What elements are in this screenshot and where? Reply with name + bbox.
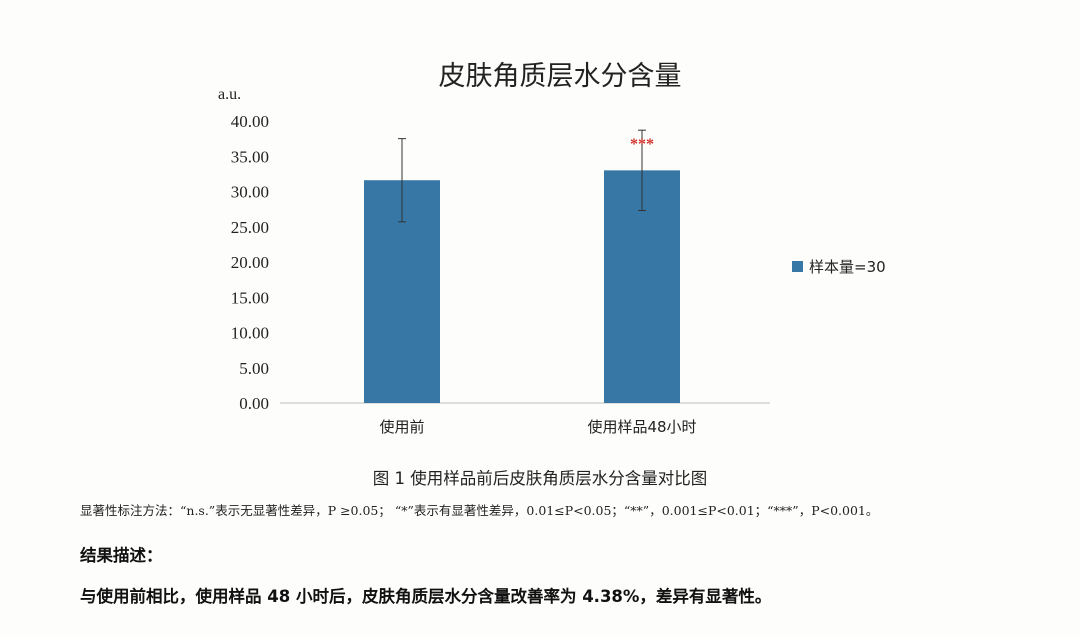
category-labels: 使用前 使用样品48小时 (379, 418, 696, 436)
y-tick-label: 15.00 (231, 288, 269, 307)
chart-title: 皮肤角质层水分含量 (439, 61, 682, 92)
y-tick-label: 30.00 (231, 183, 269, 202)
result-text: 与使用前相比，使用样品 48 小时后，皮肤角质层水分含量改善率为 4.38%，差… (80, 587, 772, 606)
error-bar (638, 129, 646, 212)
bar-chart: 皮肤角质层水分含量 a.u. 0.00 5.00 10.00 15.00 20.00 25… (218, 61, 886, 436)
legend-entry: 样本量=30 (809, 258, 886, 276)
y-axis-unit-label: a.u. (218, 86, 241, 103)
error-bars-group (398, 129, 646, 223)
y-tick-label: 20.00 (231, 253, 269, 272)
y-tick-label: 35.00 (231, 147, 269, 166)
significance-label: *** (630, 136, 654, 153)
legend-swatch (792, 261, 803, 272)
result-heading: 结果描述： (80, 546, 163, 565)
error-bar (398, 138, 406, 223)
figure-caption: 图 1 使用样品前后皮肤角质层水分含量对比图 (372, 469, 708, 488)
significance-note: 显著性标注方法：“n.s.”表示无显著性差异，P ≥0.05； “*”表示有显著… (80, 503, 879, 518)
y-tick-label: 10.00 (231, 324, 269, 343)
bars-group (364, 170, 680, 403)
significance-labels: *** (630, 136, 654, 153)
y-tick-label: 40.00 (231, 112, 269, 131)
y-tick-label: 25.00 (231, 218, 269, 237)
legend: 样本量=30 (792, 258, 886, 276)
y-tick-label: 0.00 (239, 394, 269, 413)
category-label: 使用前 (379, 418, 424, 436)
y-tick-label: 5.00 (239, 359, 269, 378)
category-label: 使用样品48小时 (587, 418, 696, 436)
y-axis-ticks: 0.00 5.00 10.00 15.00 20.00 25.00 30.00 35.00 40… (231, 112, 269, 413)
